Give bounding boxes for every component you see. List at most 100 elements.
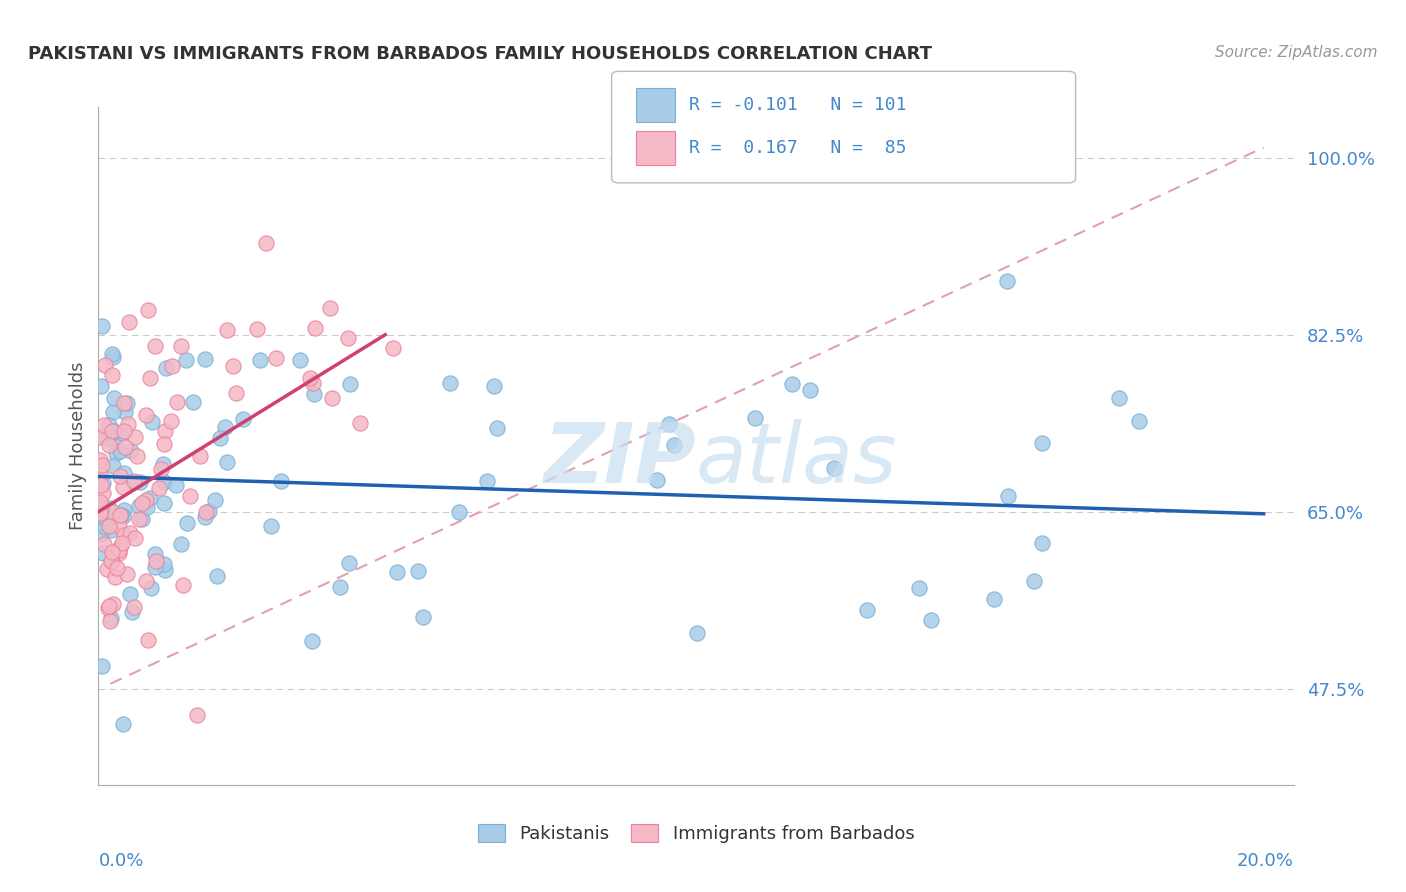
Point (160, 414, 183, 428)
Point (337, 556, 360, 570)
Point (114, 466, 136, 480)
Point (170, 537, 193, 551)
Point (304, 386, 326, 401)
Point (288, 353, 311, 368)
Point (214, 419, 236, 434)
Point (1022, 574, 1045, 589)
Point (114, 405, 136, 419)
Point (124, 531, 146, 545)
Point (152, 457, 174, 471)
Point (112, 717, 135, 731)
Point (125, 450, 148, 464)
Point (91, 458, 114, 472)
Point (204, 493, 226, 508)
Point (256, 235, 278, 250)
Point (215, 455, 238, 469)
Y-axis label: Family Households: Family Households (69, 362, 87, 530)
Point (105, 561, 128, 575)
Point (166, 395, 188, 409)
Point (111, 480, 134, 494)
Point (139, 370, 162, 384)
Point (907, 581, 929, 595)
Point (101, 404, 124, 418)
Point (208, 431, 231, 445)
Point (658, 417, 681, 431)
Point (100, 553, 122, 567)
Point (225, 385, 247, 400)
Text: R =  0.167   N =  85: R = 0.167 N = 85 (689, 139, 907, 157)
Point (104, 570, 127, 584)
Point (143, 547, 166, 561)
Point (385, 565, 409, 579)
Point (176, 353, 198, 368)
Point (90, 429, 112, 443)
Point (165, 477, 187, 491)
Point (89, 468, 111, 483)
Point (128, 512, 150, 526)
Point (112, 508, 135, 523)
Point (112, 395, 135, 409)
Point (128, 499, 150, 513)
Point (90, 526, 112, 541)
Point (1031, 536, 1053, 550)
Point (304, 321, 326, 335)
Point (108, 444, 131, 458)
Point (103, 391, 125, 405)
Point (155, 360, 177, 375)
Point (176, 516, 198, 531)
Point (93, 417, 115, 432)
Point (112, 424, 135, 438)
Point (131, 496, 153, 510)
Point (91, 476, 114, 491)
Point (98, 501, 121, 516)
Point (339, 377, 361, 392)
Point (799, 383, 821, 397)
Point (94, 514, 117, 528)
Point (232, 411, 254, 425)
Point (270, 474, 292, 488)
Point (995, 274, 1018, 288)
Point (94, 519, 117, 533)
Point (141, 415, 163, 429)
Point (122, 599, 145, 614)
Point (118, 526, 141, 541)
Point (920, 614, 942, 628)
Point (349, 416, 371, 430)
Point (117, 417, 139, 431)
Point (103, 505, 125, 519)
Point (121, 605, 143, 619)
Point (264, 351, 287, 366)
Text: 20.0%: 20.0% (1237, 852, 1294, 870)
Point (110, 508, 132, 522)
Point (780, 377, 803, 392)
Point (983, 591, 1005, 606)
Text: ZIP: ZIP (543, 419, 696, 500)
Point (169, 339, 191, 353)
Point (143, 339, 166, 353)
Point (195, 505, 218, 519)
Point (114, 503, 136, 517)
Point (193, 510, 215, 524)
Point (179, 490, 201, 504)
Point (118, 315, 141, 329)
Point (90, 502, 112, 516)
Point (686, 625, 709, 640)
Point (744, 411, 766, 425)
Point (997, 489, 1019, 503)
Point (98, 614, 121, 628)
Point (107, 546, 129, 560)
Point (101, 458, 124, 473)
Point (139, 491, 162, 506)
Point (135, 574, 157, 588)
Point (439, 376, 461, 390)
Point (100, 524, 122, 538)
Point (449, 505, 471, 519)
Point (101, 597, 124, 611)
Point (662, 437, 685, 451)
Point (153, 496, 176, 510)
Point (181, 395, 204, 409)
Point (101, 424, 124, 438)
Point (103, 434, 125, 448)
Point (97, 599, 120, 613)
Point (148, 481, 170, 495)
